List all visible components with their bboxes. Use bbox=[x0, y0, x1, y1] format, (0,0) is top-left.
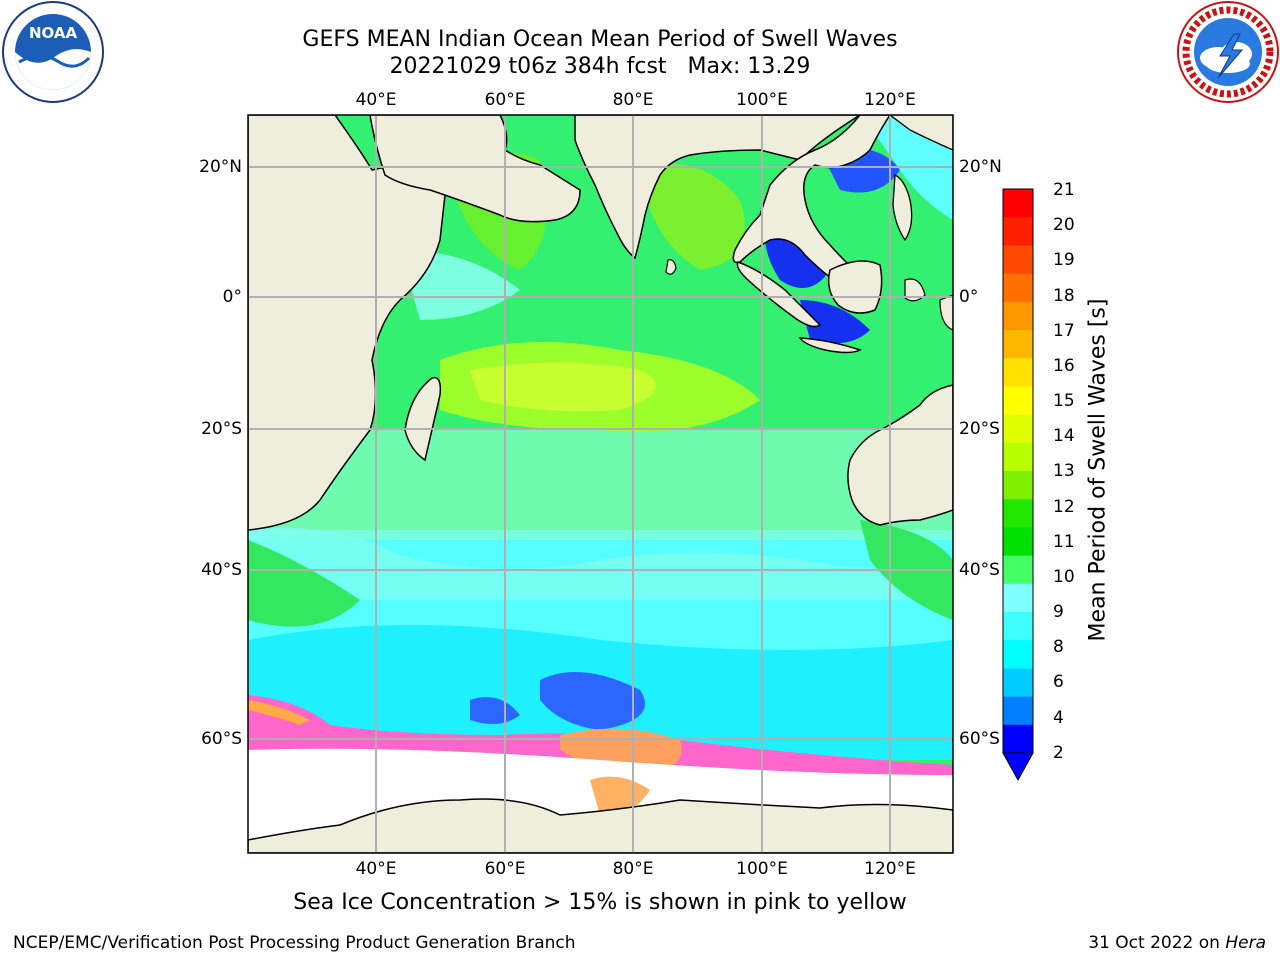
colorbar-segment bbox=[1003, 640, 1033, 669]
colorbar-tick: 12 bbox=[1053, 497, 1075, 517]
lon-label-bottom: 60°E bbox=[485, 859, 526, 879]
colorbar-tick: 13 bbox=[1053, 461, 1075, 481]
footer-credit: NCEP/EMC/Verification Post Processing Pr… bbox=[13, 933, 576, 953]
lat-label-right: 60°S bbox=[959, 729, 1000, 749]
lon-label-top: 40°E bbox=[356, 90, 397, 110]
colorbar-tick: 6 bbox=[1053, 672, 1064, 692]
colorbar-segment bbox=[1003, 189, 1033, 218]
lat-label-left: 40°S bbox=[201, 560, 242, 580]
colorbar-segment bbox=[1003, 527, 1033, 556]
sea-ice-caption: Sea Ice Concentration > 15% is shown in … bbox=[247, 890, 953, 915]
footer-date: 31 Oct 2022 on Hera bbox=[1088, 933, 1266, 953]
lon-label-top: 100°E bbox=[736, 90, 788, 110]
colorbar-tick: 18 bbox=[1053, 286, 1075, 306]
map-area bbox=[248, 115, 953, 853]
lat-label-right: 40°S bbox=[959, 560, 1000, 580]
footer-host: Hera bbox=[1225, 933, 1266, 953]
colorbar-segment bbox=[1003, 668, 1033, 697]
colorbar-tick: 4 bbox=[1053, 708, 1064, 728]
lon-label-top: 120°E bbox=[864, 90, 916, 110]
colorbar-tick: 21 bbox=[1053, 180, 1075, 200]
colorbar-tick: 8 bbox=[1053, 637, 1064, 657]
colorbar-tick: 11 bbox=[1053, 532, 1075, 552]
colorbar-tick: 9 bbox=[1053, 602, 1064, 622]
lon-label-bottom: 40°E bbox=[356, 859, 397, 879]
colorbar-tick: 2 bbox=[1053, 743, 1064, 763]
lon-label-bottom: 80°E bbox=[613, 859, 654, 879]
colorbar-extend-arrow bbox=[1003, 753, 1033, 780]
colorbar-segment bbox=[1003, 499, 1033, 528]
colorbar-tick: 10 bbox=[1053, 567, 1075, 587]
colorbar-segment bbox=[1003, 330, 1033, 359]
lat-label-right: 20°S bbox=[959, 419, 1000, 439]
lat-label-left: 20°S bbox=[201, 419, 242, 439]
colorbar-segment bbox=[1003, 556, 1033, 585]
footer-date-text: 31 Oct 2022 on bbox=[1088, 933, 1225, 953]
colorbar-segment bbox=[1003, 274, 1033, 303]
lat-label-left: 0° bbox=[223, 287, 242, 307]
colorbar-segment bbox=[1003, 584, 1033, 613]
colorbar-label: Mean Period of Swell Waves [s] bbox=[1086, 299, 1111, 642]
lon-label-top: 80°E bbox=[613, 90, 654, 110]
colorbar-segment bbox=[1003, 217, 1033, 246]
colorbar-tick: 15 bbox=[1053, 391, 1075, 411]
colorbar-segment bbox=[1003, 725, 1033, 754]
lat-label-left: 60°S bbox=[201, 729, 242, 749]
colorbar-segment bbox=[1003, 612, 1033, 641]
lat-label-right: 0° bbox=[959, 287, 978, 307]
lon-label-bottom: 100°E bbox=[736, 859, 788, 879]
colorbar-tick: 17 bbox=[1053, 321, 1075, 341]
colorbar-segment bbox=[1003, 358, 1033, 387]
colorbar-tick: 14 bbox=[1053, 426, 1075, 446]
colorbar-segment bbox=[1003, 386, 1033, 415]
colorbar-tick: 16 bbox=[1053, 356, 1075, 376]
lat-label-left: 20°N bbox=[199, 157, 242, 177]
lon-label-bottom: 120°E bbox=[864, 859, 916, 879]
colorbar-tick: 20 bbox=[1053, 215, 1075, 235]
colorbar-tick: 19 bbox=[1053, 250, 1075, 270]
colorbar-segment bbox=[1003, 302, 1033, 331]
colorbar-segment bbox=[1003, 471, 1033, 500]
colorbar-segment bbox=[1003, 245, 1033, 274]
colorbar-segment bbox=[1003, 443, 1033, 472]
lon-label-top: 60°E bbox=[485, 90, 526, 110]
colorbar-segment bbox=[1003, 697, 1033, 726]
colorbar bbox=[1003, 189, 1033, 754]
lat-label-right: 20°N bbox=[959, 157, 1002, 177]
colorbar-segment bbox=[1003, 415, 1033, 444]
